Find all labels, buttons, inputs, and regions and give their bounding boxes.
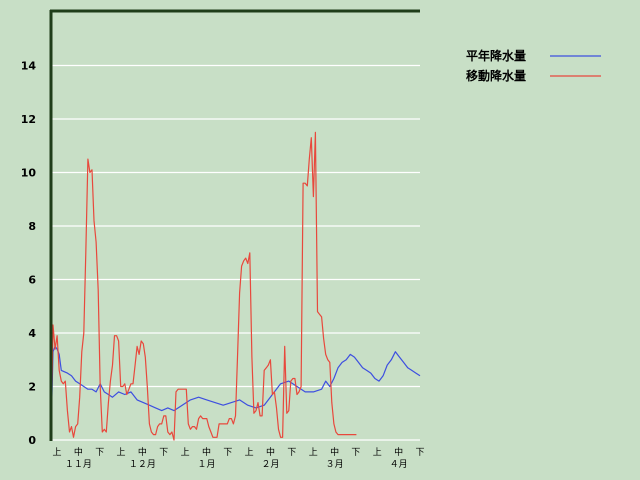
grid-lines — [51, 64, 420, 441]
month-label: ２月 — [262, 459, 280, 470]
month-label: １２月 — [129, 459, 156, 470]
y-tick-label: 0 — [28, 434, 36, 447]
x-tick-label: 中 — [202, 446, 211, 458]
y-tick-label: 14 — [21, 60, 37, 73]
x-tick-label: 上 — [117, 447, 126, 458]
x-tick-label: 下 — [159, 448, 168, 458]
x-tick-label: 中 — [266, 446, 275, 458]
x-tick-label: 上 — [52, 447, 61, 458]
month-label: ４月 — [390, 459, 408, 470]
y-tick-label: 6 — [28, 274, 36, 287]
x-tick-label: 中 — [138, 446, 147, 458]
month-label: １１月 — [65, 459, 92, 470]
x-tick-label: 中 — [74, 446, 83, 458]
legend-label: 平年降水量 — [466, 48, 526, 63]
series-lines — [50, 131, 421, 441]
x-tick-label: 上 — [309, 447, 318, 458]
plot-frame — [49, 9, 420, 441]
x-axis-month-labels: １１月 １２月 １月 ２月 ３月 ４月 — [65, 459, 408, 470]
y-tick-label: 8 — [28, 220, 36, 233]
x-tick-label: 上 — [245, 447, 254, 458]
x-tick-label: 下 — [351, 448, 360, 458]
y-tick-label: 2 — [28, 381, 36, 394]
x-tick-label: 上 — [181, 447, 190, 458]
y-tick-label: 4 — [28, 327, 36, 340]
y-axis-tick-labels: 0 2 4 6 8 10 12 14 — [21, 60, 37, 448]
x-tick-label: 下 — [287, 448, 296, 458]
x-tick-label: 上 — [373, 447, 382, 458]
x-tick-label: 中 — [330, 446, 339, 458]
series-line-moving-precipitation — [50, 131, 357, 441]
x-tick-label: 下 — [223, 448, 232, 458]
month-label: １月 — [197, 459, 215, 470]
y-tick-label: 10 — [21, 167, 37, 180]
x-tick-label: 下 — [95, 448, 104, 458]
legend-label: 移動降水量 — [466, 68, 526, 83]
month-label: ３月 — [326, 459, 344, 470]
x-tick-label: 中 — [394, 446, 403, 458]
series-line-normal-precipitation — [50, 345, 421, 435]
x-tick-label: 下 — [415, 448, 424, 458]
y-tick-label: 12 — [21, 113, 36, 126]
x-axis-period-labels: 上中下上中下上中下上中下上中下上中下 — [52, 446, 424, 458]
